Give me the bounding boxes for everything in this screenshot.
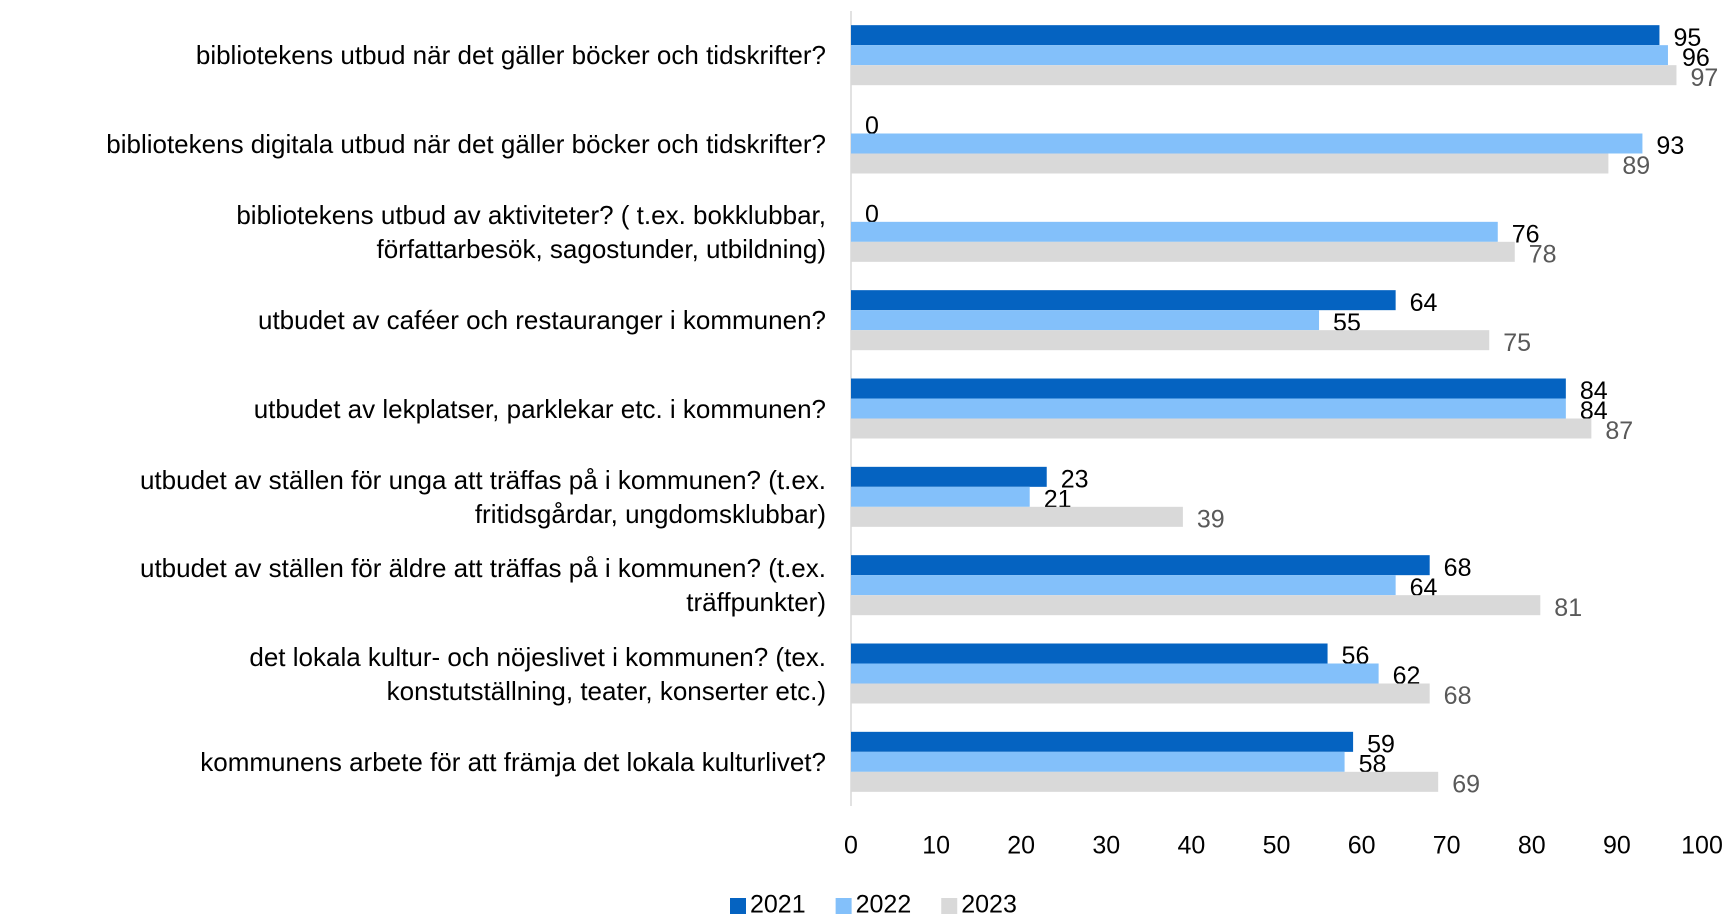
category-label: utbudet av ställen för äldre att träffas…	[139, 553, 826, 618]
bar	[851, 595, 1541, 616]
x-tick-label: 50	[1263, 832, 1291, 860]
category-label: kommunens arbete för att främja det loka…	[200, 746, 826, 777]
bar	[851, 330, 1490, 351]
x-tick-label: 40	[1177, 832, 1205, 860]
data-label: 81	[1554, 594, 1582, 622]
bar	[851, 378, 1566, 399]
category-label: det lokala kultur- och nöjeslivet i komm…	[249, 641, 826, 706]
data-label: 69	[1452, 770, 1480, 798]
category-label: utbudet av ställen för unga att träffas …	[139, 464, 826, 529]
data-label: 59	[1367, 730, 1395, 758]
bar	[851, 290, 1396, 311]
legend-swatch	[835, 898, 852, 914]
legend-label: 2023	[961, 891, 1017, 916]
data-label: 0	[865, 200, 879, 228]
category-label: utbudet av lekplatser, parklekar etc. i …	[253, 393, 826, 424]
data-label: 39	[1197, 505, 1225, 533]
bar	[851, 663, 1379, 684]
data-label: 96	[1682, 44, 1710, 72]
bar	[851, 466, 1047, 487]
legend-swatch	[941, 898, 958, 914]
data-label: 84	[1580, 377, 1608, 405]
bar	[851, 221, 1498, 242]
bar	[851, 310, 1320, 331]
legend-label: 2021	[750, 891, 806, 916]
data-label: 64	[1410, 289, 1438, 317]
data-label: 75	[1503, 329, 1531, 357]
x-tick-label: 10	[922, 832, 950, 860]
data-label: 89	[1622, 152, 1650, 180]
data-label: 76	[1512, 220, 1540, 248]
x-tick-label: 60	[1348, 832, 1376, 860]
legend-swatch	[730, 898, 746, 914]
bar	[851, 398, 1566, 419]
bar	[851, 418, 1592, 439]
x-tick-label: 30	[1092, 832, 1120, 860]
bar	[851, 683, 1430, 704]
bar	[851, 153, 1609, 174]
bar	[851, 45, 1668, 66]
x-tick-label: 20	[1007, 832, 1035, 860]
data-label: 68	[1444, 682, 1472, 710]
bar	[851, 506, 1183, 527]
bar	[851, 486, 1030, 507]
bar	[851, 133, 1643, 154]
x-tick-label: 80	[1518, 832, 1546, 860]
data-label: 23	[1061, 465, 1089, 493]
category-label: bibliotekens utbud när det gäller böcker…	[195, 40, 826, 71]
bar	[851, 731, 1354, 752]
bar	[851, 555, 1430, 576]
data-label: 97	[1690, 64, 1718, 92]
bar	[851, 65, 1677, 86]
bar	[851, 25, 1660, 46]
bar	[851, 751, 1345, 772]
category-label: bibliotekens utbud av aktiviteter? ( t.e…	[236, 199, 826, 264]
legend-label: 2022	[856, 891, 912, 916]
x-tick-label: 0	[844, 832, 858, 860]
bar	[851, 575, 1396, 596]
data-label: 93	[1656, 132, 1684, 160]
bar	[851, 771, 1439, 792]
category-label: utbudet av caféer och restauranger i kom…	[257, 305, 826, 336]
x-tick-label: 90	[1603, 832, 1631, 860]
data-label: 78	[1529, 240, 1557, 268]
bar	[851, 241, 1515, 262]
data-label: 87	[1605, 417, 1633, 445]
x-tick-label: 100	[1681, 832, 1723, 860]
data-label: 95	[1673, 24, 1701, 52]
bar	[851, 643, 1328, 664]
x-tick-label: 70	[1433, 832, 1461, 860]
category-label: bibliotekens digitala utbud när det gäll…	[106, 128, 826, 159]
data-label: 0	[865, 112, 879, 140]
data-label: 68	[1444, 554, 1472, 582]
